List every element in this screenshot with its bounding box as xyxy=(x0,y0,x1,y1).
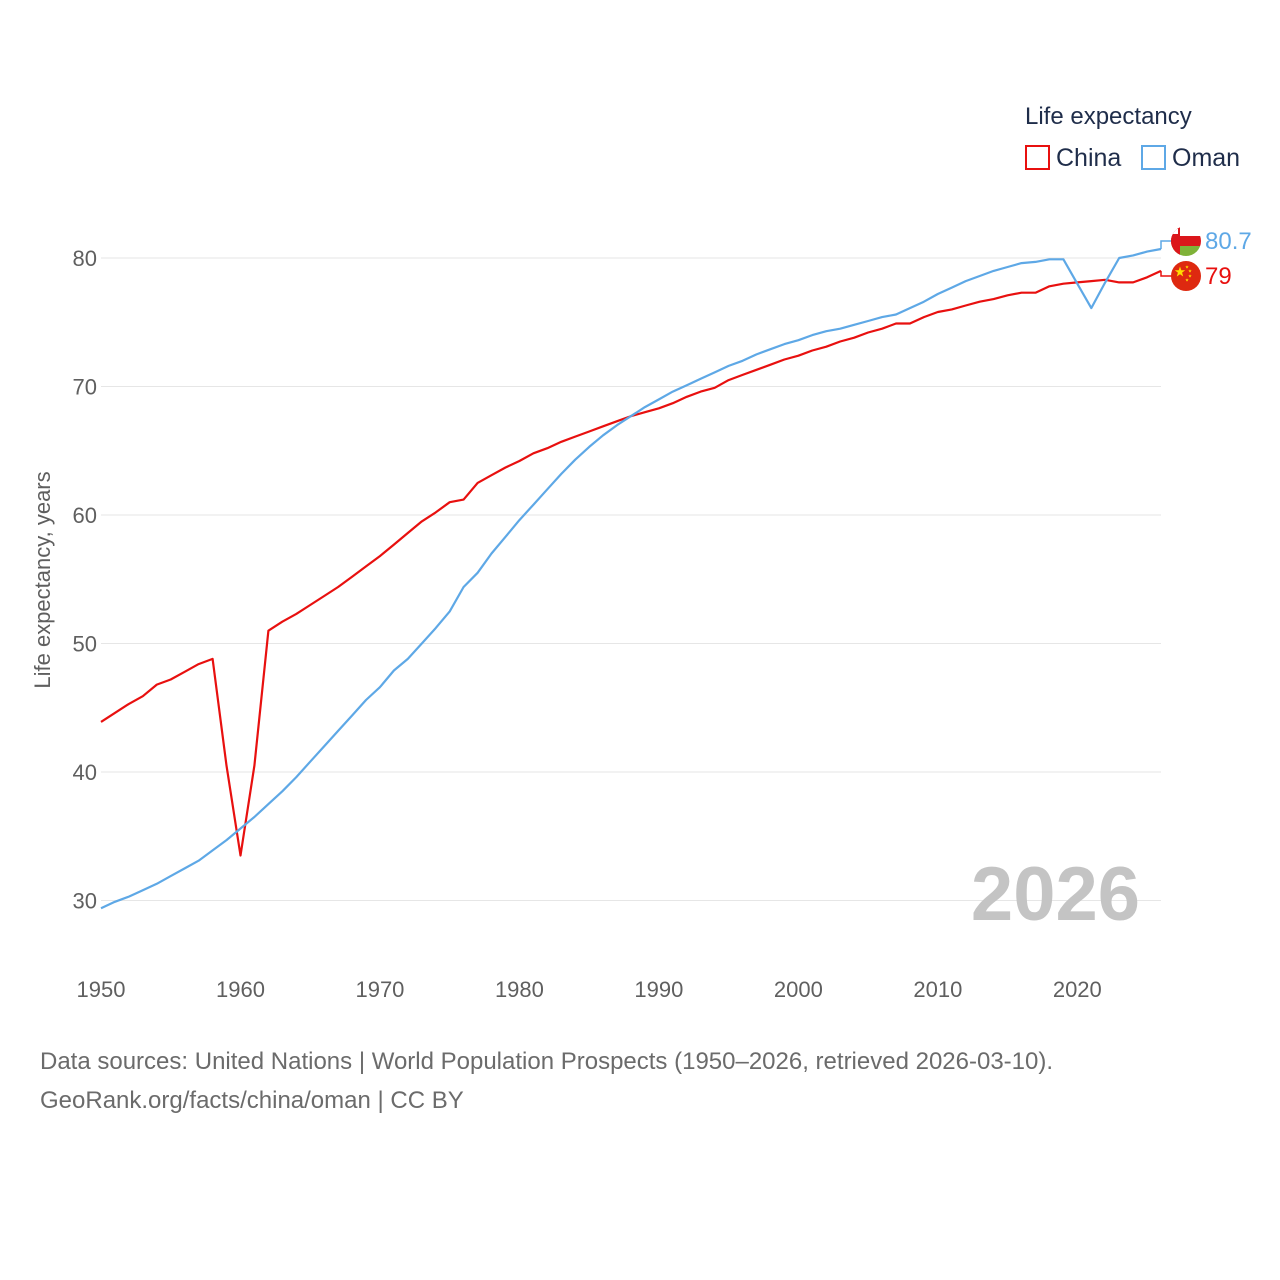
x-tick-label: 2020 xyxy=(1053,977,1102,1002)
end-connector-china xyxy=(1160,270,1172,277)
x-axis-ticks: 1950 1960 1970 1980 1990 2000 2010 2020 xyxy=(77,977,1102,1002)
oman-flag-icon xyxy=(1171,226,1201,256)
legend-swatch-china xyxy=(1025,145,1050,170)
end-value-label-oman: 80.7 xyxy=(1205,228,1252,255)
x-tick-label: 1980 xyxy=(495,977,544,1002)
y-tick-label: 50 xyxy=(73,632,97,657)
x-tick-label: 1990 xyxy=(634,977,683,1002)
y-tick-label: 40 xyxy=(73,760,97,785)
series-end-markers: 80.7 79 xyxy=(1160,226,1252,291)
y-tick-label: 30 xyxy=(73,889,97,914)
legend-swatch-oman xyxy=(1141,145,1166,170)
series-line-china xyxy=(100,269,1162,857)
x-tick-label: 2010 xyxy=(913,977,962,1002)
line-chart: 30 40 50 60 70 80 1950 1960 1970 1980 1990 2000 201… xyxy=(30,103,1252,1002)
y-tick-label: 80 xyxy=(73,246,97,271)
attribution-text: GeoRank.org/facts/china/oman | CC BY xyxy=(40,1087,464,1114)
y-tick-label: 60 xyxy=(73,503,97,528)
x-tick-label: 1960 xyxy=(216,977,265,1002)
year-watermark: 2026 xyxy=(971,852,1140,937)
x-tick-label: 1970 xyxy=(355,977,404,1002)
footer-sources: Data sources: United Nations | World Pop… xyxy=(40,1042,1053,1120)
legend-item-oman[interactable]: Oman xyxy=(1141,144,1240,172)
china-flag-icon xyxy=(1171,261,1201,291)
data-sources-text: Data sources: United Nations | World Pop… xyxy=(40,1048,1054,1075)
series-lines xyxy=(100,247,1162,910)
end-value-label-china: 79 xyxy=(1205,263,1232,290)
gridlines xyxy=(101,257,1161,901)
end-connector-oman xyxy=(1160,240,1172,250)
x-tick-label: 2000 xyxy=(774,977,823,1002)
y-tick-label: 70 xyxy=(73,375,97,400)
legend-item-china[interactable]: China xyxy=(1025,144,1121,172)
legend-label-oman: Oman xyxy=(1172,144,1240,172)
y-axis-label: Life expectancy, years xyxy=(30,471,55,688)
x-tick-label: 1950 xyxy=(77,977,126,1002)
legend-title: Life expectancy xyxy=(1025,103,1192,130)
legend: Life expectancy China Oman xyxy=(1025,103,1240,172)
series-line-oman xyxy=(100,247,1162,910)
y-axis-ticks: 30 40 50 60 70 80 xyxy=(73,246,97,914)
legend-label-china: China xyxy=(1056,144,1121,172)
